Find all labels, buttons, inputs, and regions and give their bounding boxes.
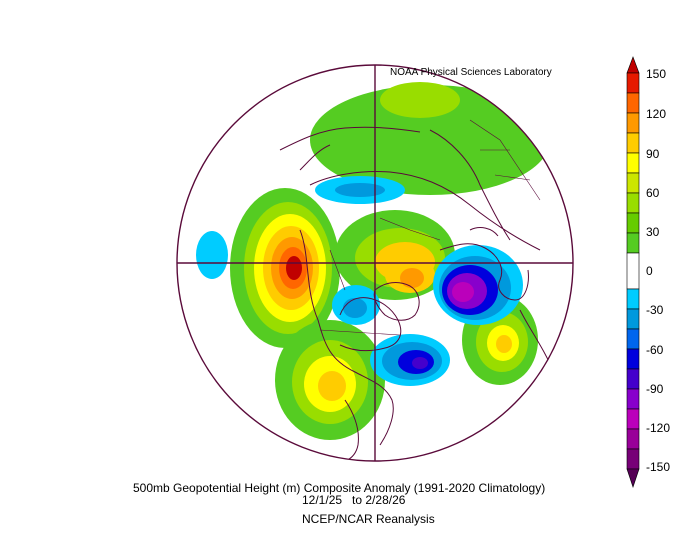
colorbar-tick: 90 — [646, 147, 660, 161]
colorbar-swatch — [626, 232, 640, 254]
colorbar-swatch — [626, 288, 640, 310]
trough-northwest-atlantic — [370, 334, 450, 386]
colorbar-swatch — [626, 368, 640, 390]
europe-coast — [439, 227, 529, 301]
colorbar-swatch — [626, 408, 640, 430]
ridge-northeast-pacific — [230, 188, 340, 348]
ridge-southwest-us — [275, 320, 385, 440]
colorbar-swatch — [626, 252, 640, 290]
colorbar-bottom-arrow — [626, 468, 640, 488]
colorbar-tick: 30 — [646, 225, 660, 239]
colorbar-tick: -120 — [646, 421, 671, 435]
colorbar-tick: 150 — [646, 67, 667, 81]
country-borders — [319, 119, 541, 336]
colorbar-tick: -30 — [646, 303, 664, 317]
trough-alaska — [315, 176, 405, 204]
map-title: 500mb Geopotential Height (m) Composite … — [133, 481, 546, 495]
colorbar-swatch — [626, 388, 640, 410]
colorbar-swatch — [626, 212, 640, 234]
colorbar-swatch — [626, 428, 640, 450]
credit-label: NOAA Physical Sciences Laboratory — [390, 67, 552, 78]
colorbar-swatch — [626, 348, 640, 370]
colorbar-swatch — [626, 448, 640, 470]
anomaly-field — [196, 82, 550, 440]
colorbar-tick: -60 — [646, 343, 664, 357]
colorbar-swatch — [626, 152, 640, 174]
map-grid — [176, 64, 574, 462]
colorbar-swatch — [626, 308, 640, 330]
trough-northern-europe — [433, 245, 523, 325]
colorbar-swatch — [626, 172, 640, 194]
colorbar — [626, 56, 640, 488]
greenland-coast — [373, 282, 420, 321]
trough-north-pacific — [196, 231, 228, 279]
asia-coast — [279, 126, 421, 171]
colorbar-swatch — [626, 112, 640, 134]
colorbar-swatch — [626, 72, 640, 94]
date-range: 12/1/25 to 2/28/26 — [302, 493, 406, 507]
positive-arctic-band — [310, 82, 550, 300]
colorbar-tick: -90 — [646, 382, 664, 396]
trough-greenland — [332, 285, 380, 325]
globe-outline — [176, 64, 574, 462]
eurasia-coast — [309, 129, 541, 251]
colorbar-tick: 0 — [646, 264, 653, 278]
colorbar-swatch — [626, 92, 640, 114]
colorbar-swatch — [626, 132, 640, 154]
colorbar-tick: 60 — [646, 186, 660, 200]
colorbar-swatch — [626, 192, 640, 214]
dataset-label: NCEP/NCAR Reanalysis — [302, 512, 435, 526]
colorbar-tick: 120 — [646, 107, 667, 121]
colorbar-swatch — [626, 328, 640, 350]
colorbar-top-arrow — [626, 56, 640, 74]
colorbar-tick: -150 — [646, 460, 671, 474]
